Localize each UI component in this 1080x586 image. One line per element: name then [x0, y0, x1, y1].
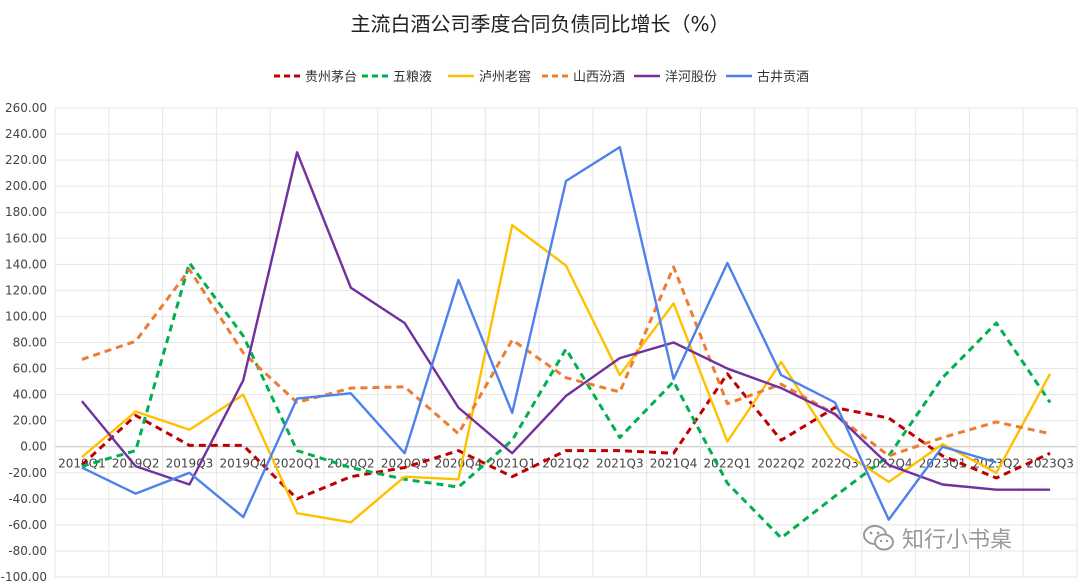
legend-item-0[interactable]: 贵州茅台 [274, 70, 357, 85]
legend-item-1[interactable]: 五粮液 [362, 70, 432, 85]
chart-title: 主流白酒公司季度合同负债同比增长（%） [350, 12, 730, 36]
y-tick-label: 240.00 [5, 127, 47, 141]
x-tick-label: 2021Q4 [650, 457, 698, 471]
x-axis: 2019Q1 2019Q2 2019Q3 2019Q4 2020Q1 2020Q2 2020… [58, 457, 1074, 471]
y-tick-label: 140.00 [5, 257, 47, 271]
watermark: 知行小书桌 [862, 522, 1012, 554]
series-lines [80, 145, 1052, 540]
grid-lines [54, 107, 1078, 578]
series-line-5 [81, 145, 997, 521]
y-tick-label: 200.00 [5, 179, 47, 193]
series-line-4 [80, 151, 1051, 491]
legend-label: 山西汾酒 [573, 70, 625, 85]
legend-item-3[interactable]: 山西汾酒 [542, 70, 625, 85]
x-tick-label: 2019Q4 [219, 457, 267, 471]
x-tick-label: 2020Q3 [381, 457, 429, 471]
y-tick-label: 160.00 [5, 231, 47, 245]
y-axis: 260.00 240.00 220.00 200.00 180.00 160.00 140.… [1, 101, 47, 584]
legend-label: 古井贡酒 [757, 70, 809, 85]
x-tick-label: 2020Q1 [273, 457, 321, 471]
y-tick-label: 100.00 [5, 309, 47, 323]
watermark-text: 知行小书桌 [902, 528, 1013, 553]
x-tick-label: 2020Q4 [435, 457, 483, 471]
y-tick-label: 80.00 [13, 336, 47, 350]
y-tick-label: 60.00 [13, 362, 47, 376]
legend-label: 洋河股份 [665, 70, 717, 85]
x-tick-label: 2021Q1 [488, 457, 536, 471]
x-tick-label: 2023Q3 [1026, 457, 1074, 471]
y-tick-label: 20.00 [13, 414, 47, 428]
y-tick-label: -20.00 [8, 466, 47, 480]
legend-item-5[interactable]: 古井贡酒 [726, 70, 809, 85]
y-tick-label: -100.00 [1, 570, 47, 584]
legend-item-2[interactable]: 泸州老窖 [448, 69, 531, 85]
y-tick-label: 0.00 [20, 440, 47, 454]
legend: 贵州茅台 五粮液 泸州老窖 山西汾酒 洋河股份 古井贡酒 [274, 69, 809, 85]
y-tick-label: -60.00 [8, 518, 47, 532]
y-tick-label: 120.00 [5, 283, 47, 297]
x-tick-label: 2021Q2 [542, 457, 590, 471]
legend-label: 五粮液 [393, 70, 432, 85]
y-tick-label: -40.00 [8, 492, 47, 506]
y-tick-label: 260.00 [5, 101, 47, 115]
series-line-2 [81, 224, 1052, 524]
y-tick-label: 40.00 [13, 388, 47, 402]
series-line-0 [80, 372, 1051, 501]
x-tick-label: 2019Q3 [166, 457, 214, 471]
x-tick-label: 2021Q3 [596, 457, 644, 471]
x-tick-label: 2022Q2 [757, 457, 805, 471]
y-tick-label: -80.00 [8, 544, 47, 558]
wechat-icon [863, 525, 894, 551]
legend-label: 泸州老窖 [479, 69, 531, 85]
legend-label: 贵州茅台 [305, 70, 357, 85]
y-tick-label: 220.00 [5, 153, 47, 167]
y-tick-label: 180.00 [5, 205, 47, 219]
x-tick-label: 2019Q2 [112, 457, 160, 471]
legend-item-4[interactable]: 洋河股份 [634, 70, 717, 85]
series-line-3 [81, 265, 1051, 458]
x-tick-label: 2020Q2 [327, 457, 375, 471]
x-tick-label: 2022Q3 [811, 457, 859, 471]
x-tick-label: 2022Q1 [704, 457, 752, 471]
series-line-1 [81, 261, 1052, 540]
